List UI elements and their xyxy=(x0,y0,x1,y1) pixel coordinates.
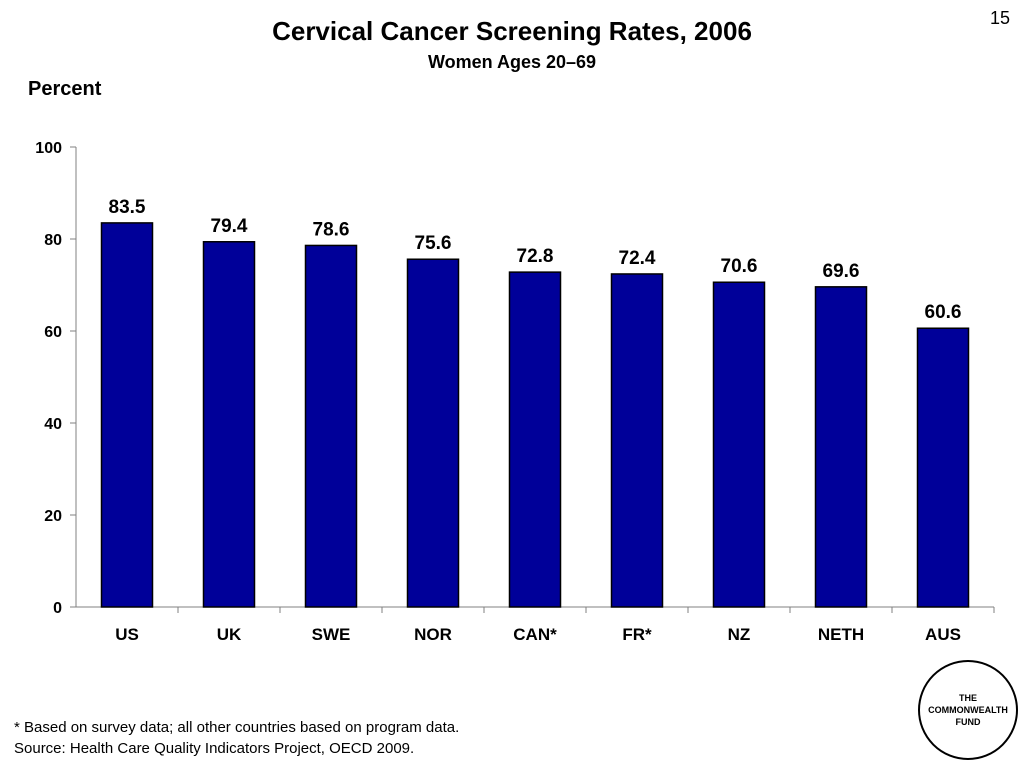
footnote-note: * Based on survey data; all other countr… xyxy=(14,719,460,736)
chart-subtitle: Women Ages 20–69 xyxy=(427,52,597,72)
data-label: 83.5 xyxy=(109,197,146,218)
chart-title: Cervical Cancer Screening Rates, 2006 xyxy=(272,16,752,46)
bar-chart: 0 20 40 60 80 100 83.5 US 79.4 UK 78.6 SWE 75.6 NOR 72… xyxy=(35,140,995,644)
y-tick-label: 40 xyxy=(44,416,62,433)
y-tick-label: 20 xyxy=(44,508,62,525)
bar xyxy=(610,273,664,608)
data-label: 70.6 xyxy=(721,256,758,277)
logo-text: THE COMMONWEALTH FUND xyxy=(928,693,1008,727)
bar xyxy=(916,327,970,608)
x-tick-label: UK xyxy=(217,625,242,644)
bar xyxy=(202,241,256,608)
data-label: 72.8 xyxy=(517,246,554,267)
slide-number: 15 xyxy=(989,8,1010,28)
bar xyxy=(406,258,460,608)
x-tick-label: CAN* xyxy=(513,625,557,644)
bar xyxy=(304,244,358,608)
data-label: 75.6 xyxy=(415,233,452,254)
bar xyxy=(100,222,154,608)
data-label: 60.6 xyxy=(925,302,962,323)
x-tick-label: NOR xyxy=(414,625,452,644)
y-tick-label: 100 xyxy=(35,140,62,157)
data-label: 72.4 xyxy=(619,248,656,269)
y-tick-label: 0 xyxy=(53,600,62,617)
commonwealth-fund-logo: THE COMMONWEALTH FUND xyxy=(918,660,1018,760)
bar xyxy=(712,281,766,608)
footnote-source: Source: Health Care Quality Indicators P… xyxy=(14,740,415,757)
data-label: 69.6 xyxy=(823,261,860,282)
y-tick-label: 80 xyxy=(44,232,62,249)
x-tick-label: US xyxy=(115,625,139,644)
footnotes: * Based on survey data; all other countr… xyxy=(14,717,459,759)
x-tick-label: NZ xyxy=(728,625,751,644)
bar xyxy=(508,271,562,608)
x-tick-label: NETH xyxy=(818,625,864,644)
bar xyxy=(814,286,868,608)
data-label: 79.4 xyxy=(211,216,248,237)
data-label: 78.6 xyxy=(313,219,350,240)
y-tick-label: 60 xyxy=(44,324,62,341)
y-axis-label: Percent xyxy=(28,78,102,100)
x-tick-label: SWE xyxy=(312,625,351,644)
x-tick-label: AUS xyxy=(925,625,961,644)
x-tick-label: FR* xyxy=(622,625,652,644)
